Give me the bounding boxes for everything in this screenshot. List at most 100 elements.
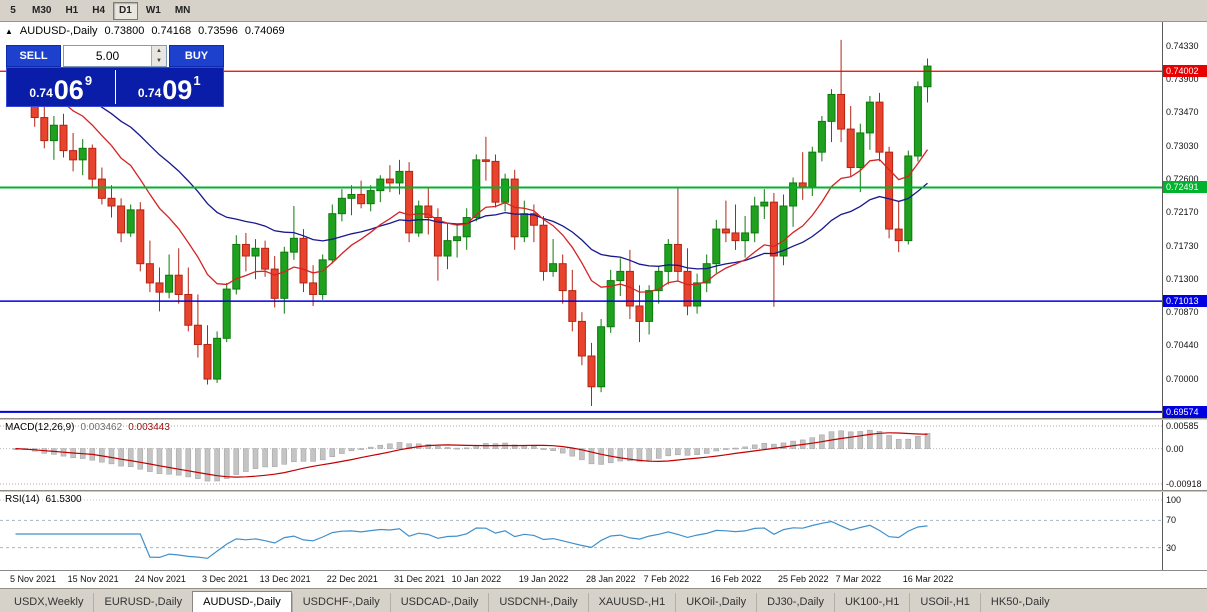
rsi-axis-label: 100 xyxy=(1166,495,1182,505)
price-axis-label: 0.70440 xyxy=(1166,340,1199,351)
macd-signal-value: 0.003443 xyxy=(128,422,170,433)
volume-field[interactable]: 5.00 ▲ ▼ xyxy=(63,45,167,67)
volume-spinner: ▲ ▼ xyxy=(151,46,166,66)
price-axis-label: 0.72600 xyxy=(1166,174,1199,185)
date-label: 3 Dec 2021 xyxy=(202,574,249,584)
date-label: 24 Nov 2021 xyxy=(134,574,186,584)
buy-price-area[interactable]: 0.74 09 1 xyxy=(116,68,224,106)
chart-tab-audusd-daily[interactable]: AUDUSD-,Daily xyxy=(192,591,292,612)
level-price-tag: 0.74002 xyxy=(1163,65,1207,78)
date-label: 10 Jan 2022 xyxy=(451,574,502,584)
sell-price-sup: 9 xyxy=(84,73,93,88)
sell-price-big: 06 xyxy=(53,75,84,105)
date-label: 15 Nov 2021 xyxy=(67,574,119,584)
chart-tab-usdcnh-daily[interactable]: USDCNH-,Daily xyxy=(488,593,587,612)
timeframe-button-w1[interactable]: W1 xyxy=(145,5,161,16)
price-axis-label: 0.73470 xyxy=(1166,107,1199,118)
one-click-trading-panel: SELL 5.00 ▲ ▼ BUY 0.74 xyxy=(6,45,224,107)
macd-main-value: 0.003462 xyxy=(80,422,123,433)
level-price-tag: 0.72491 xyxy=(1163,181,1207,194)
sell-button[interactable]: SELL xyxy=(6,45,61,67)
timeframe-button-5[interactable]: 5 xyxy=(10,5,16,16)
rsi-name: RSI(14) xyxy=(5,494,40,505)
date-label: 7 Mar 2022 xyxy=(835,574,882,584)
rsi-axis-label: 30 xyxy=(1166,542,1177,553)
price-axis-label: 0.73030 xyxy=(1166,141,1199,151)
price-axis-label: 0.70000 xyxy=(1166,374,1199,385)
timeframe-toolbar: 5 M30 H1 H4 D1 W1 MN xyxy=(0,0,1207,22)
rsi-svg xyxy=(0,499,1162,559)
timeframe-button-mn[interactable]: MN xyxy=(174,5,191,16)
chart-tab-usoil-h1[interactable]: USOil-,H1 xyxy=(909,593,980,612)
one-click-divider xyxy=(114,70,116,104)
macd-svg xyxy=(0,425,1162,485)
one-click-prices: 0.74 06 9 0.74 09 1 xyxy=(6,67,224,107)
chart-header: ▲ AUDUSD-,Daily 0.73800 0.74168 0.73596 … xyxy=(5,25,285,37)
date-label: 13 Dec 2021 xyxy=(259,574,311,584)
pane-separator[interactable] xyxy=(0,490,1207,492)
macd-axis: 0.00585 0.00 -0.00918 xyxy=(1162,420,1207,490)
date-label: 19 Jan 2022 xyxy=(518,574,569,584)
rsi-label: RSI(14) 61.5300 xyxy=(5,494,82,505)
price-chart-svg xyxy=(0,39,1162,413)
timeframe-button-h4[interactable]: H4 xyxy=(92,5,106,16)
macd-axis-label: 0.00 xyxy=(1166,443,1184,454)
level-price-tag: 0.69574 xyxy=(1163,405,1207,418)
date-label: 22 Dec 2021 xyxy=(326,574,378,584)
timeframe-button-m30[interactable]: M30 xyxy=(32,5,52,16)
volume-decrease-button[interactable]: ▼ xyxy=(152,56,166,66)
price-pane: ▲ AUDUSD-,Daily 0.73800 0.74168 0.73596 … xyxy=(0,22,1207,418)
date-label: 28 Jan 2022 xyxy=(586,574,636,584)
price-axis-label: 0.71730 xyxy=(1166,241,1199,251)
price-axis-label: 0.74330 xyxy=(1166,41,1199,51)
chart-tab-usdchf-daily[interactable]: USDCHF-,Daily xyxy=(291,593,390,612)
volume-value[interactable]: 5.00 xyxy=(95,49,120,63)
buy-price-prefix: 0.74 xyxy=(137,86,162,100)
macd-label: MACD(12,26,9) 0.003462 0.003443 xyxy=(5,422,170,433)
chart-tab-eurusd-daily[interactable]: EURUSD-,Daily xyxy=(93,593,192,612)
macd-pane: MACD(12,26,9) 0.003462 0.003443 0.00585 0… xyxy=(0,420,1207,490)
rsi-pane: RSI(14) 61.5300 100 70 30 xyxy=(0,492,1207,570)
date-label: 16 Mar 2022 xyxy=(902,574,954,584)
volume-increase-button[interactable]: ▲ xyxy=(152,46,166,56)
timeframe-button-h1[interactable]: H1 xyxy=(65,5,79,16)
ohlc-close: 0.74069 xyxy=(244,25,285,37)
price-axis-label: 0.73900 xyxy=(1166,74,1199,85)
rsi-plot[interactable]: RSI(14) 61.5300 xyxy=(0,492,1162,570)
chart-tab-hk50-daily[interactable]: HK50-,Daily xyxy=(979,593,1060,612)
chart-symbol-label: AUDUSD-,Daily xyxy=(19,25,98,37)
macd-axis-label: 0.00585 xyxy=(1166,421,1199,431)
chart-tab-dj30-daily[interactable]: DJ30-,Daily xyxy=(756,593,834,612)
date-label: 31 Dec 2021 xyxy=(394,574,446,584)
ohlc-high: 0.74168 xyxy=(151,25,192,37)
price-chart-plot[interactable]: ▲ AUDUSD-,Daily 0.73800 0.74168 0.73596 … xyxy=(0,22,1162,418)
buy-price-big: 09 xyxy=(162,75,193,105)
pane-separator[interactable] xyxy=(0,418,1207,420)
date-label: 7 Feb 2022 xyxy=(643,574,690,584)
chart-tab-uk100-h1[interactable]: UK100-,H1 xyxy=(833,593,909,612)
price-axis-label: 0.70870 xyxy=(1166,307,1199,318)
chart-tab-xauusd-h1[interactable]: XAUUSD-,H1 xyxy=(587,593,676,612)
chart-tabs-bar: USDX,Weekly EURUSD-,Daily AUDUSD-,Daily USD… xyxy=(0,588,1207,612)
macd-axis-label: -0.00918 xyxy=(1166,479,1202,489)
chart-tab-usdcad-daily[interactable]: USDCAD-,Daily xyxy=(389,593,489,612)
chart-tab-ukoil-daily[interactable]: UKOil-,Daily xyxy=(675,593,756,612)
date-axis: 5 Nov 2021 15 Nov 2021 24 Nov 2021 3 Dec 20… xyxy=(0,570,1207,588)
one-click-collapse-icon[interactable]: ▲ xyxy=(5,26,13,36)
macd-plot[interactable]: MACD(12,26,9) 0.003462 0.003443 xyxy=(0,420,1162,490)
macd-name: MACD(12,26,9) xyxy=(5,422,75,433)
rsi-axis: 100 70 30 xyxy=(1162,492,1207,570)
buy-button[interactable]: BUY xyxy=(169,45,224,67)
price-axis-label: 0.71300 xyxy=(1166,274,1199,285)
sell-price-area[interactable]: 0.74 06 9 xyxy=(7,68,115,106)
buy-price-sup: 1 xyxy=(193,73,201,88)
ohlc-open: 0.73800 xyxy=(104,25,145,37)
timeframe-button-d1[interactable]: D1 xyxy=(113,1,138,20)
chart-tab-usdx-weekly[interactable]: USDX,Weekly xyxy=(14,596,84,608)
price-axis-label: 0.72170 xyxy=(1166,207,1199,218)
rsi-axis-label: 70 xyxy=(1166,515,1177,526)
chart-area: ▲ AUDUSD-,Daily 0.73800 0.74168 0.73596 … xyxy=(0,22,1207,588)
date-label: 25 Feb 2022 xyxy=(778,574,829,584)
date-label: 5 Nov 2021 xyxy=(10,574,57,584)
